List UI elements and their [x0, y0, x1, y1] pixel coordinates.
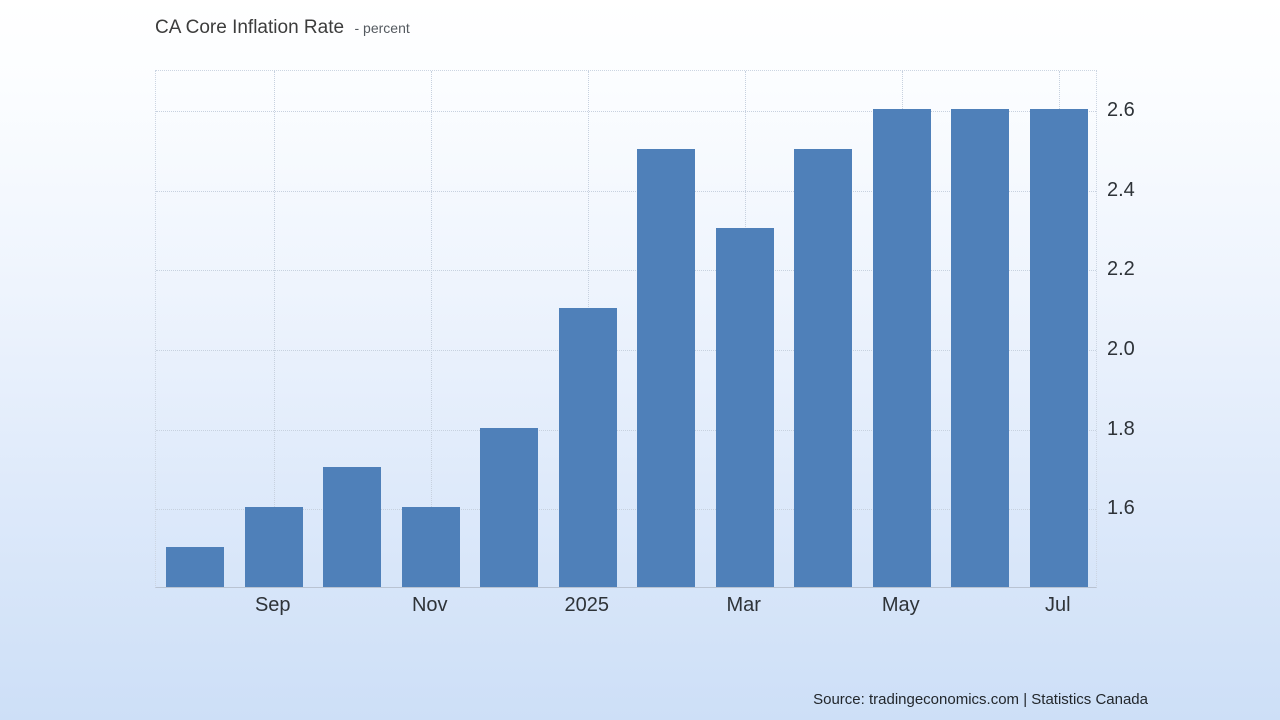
bar[interactable]	[402, 507, 460, 587]
bar[interactable]	[323, 467, 381, 587]
y-axis-tick-label: 2.0	[1107, 337, 1135, 360]
bar-chart: 1.6 1.8 2.0 2.2 2.4 2.6 Sep Nov 2025 Mar May Jul	[155, 70, 1135, 616]
v-gridline	[273, 71, 275, 587]
bar[interactable]	[951, 109, 1009, 587]
bar[interactable]	[637, 149, 695, 587]
h-gridline	[156, 509, 1096, 511]
bar[interactable]	[716, 228, 774, 587]
y-axis-tick-label: 1.8	[1107, 417, 1135, 440]
y-axis-tick-label: 2.4	[1107, 178, 1135, 201]
chart-header: CA Core Inflation Rate - percent	[155, 17, 410, 39]
bar[interactable]	[480, 428, 538, 587]
x-axis-tick-label: Jul	[1044, 594, 1071, 616]
x-axis: Sep Nov 2025 Mar May Jul	[155, 594, 1097, 624]
chart-subtitle: - percent	[354, 20, 410, 36]
h-gridline	[156, 349, 1096, 351]
v-gridline	[430, 71, 432, 587]
x-axis-tick-label: Nov	[411, 594, 448, 616]
x-axis-tick-label: Sep	[254, 594, 291, 616]
h-gridline	[156, 270, 1096, 272]
y-axis: 1.6 1.8 2.0 2.2 2.4 2.6	[1107, 70, 1177, 588]
source-attribution: Source: tradingeconomics.com | Statistic…	[813, 691, 1148, 708]
bar[interactable]	[245, 507, 303, 587]
y-axis-tick-label: 2.6	[1107, 98, 1135, 121]
y-axis-tick-label: 1.6	[1107, 497, 1135, 520]
h-gridline	[156, 110, 1096, 112]
bar[interactable]	[873, 109, 931, 587]
h-gridline	[156, 190, 1096, 192]
x-axis-tick-label: Mar	[726, 594, 761, 616]
bar[interactable]	[1030, 109, 1088, 587]
h-gridline	[156, 429, 1096, 431]
bar[interactable]	[794, 149, 852, 587]
y-axis-tick-label: 2.2	[1107, 258, 1135, 281]
bar[interactable]	[559, 308, 617, 587]
chart-title: CA Core Inflation Rate	[155, 17, 345, 38]
plot-area	[155, 70, 1097, 588]
bar[interactable]	[166, 547, 224, 587]
x-axis-tick-label: 2025	[564, 594, 610, 616]
x-axis-tick-label: May	[881, 594, 920, 616]
